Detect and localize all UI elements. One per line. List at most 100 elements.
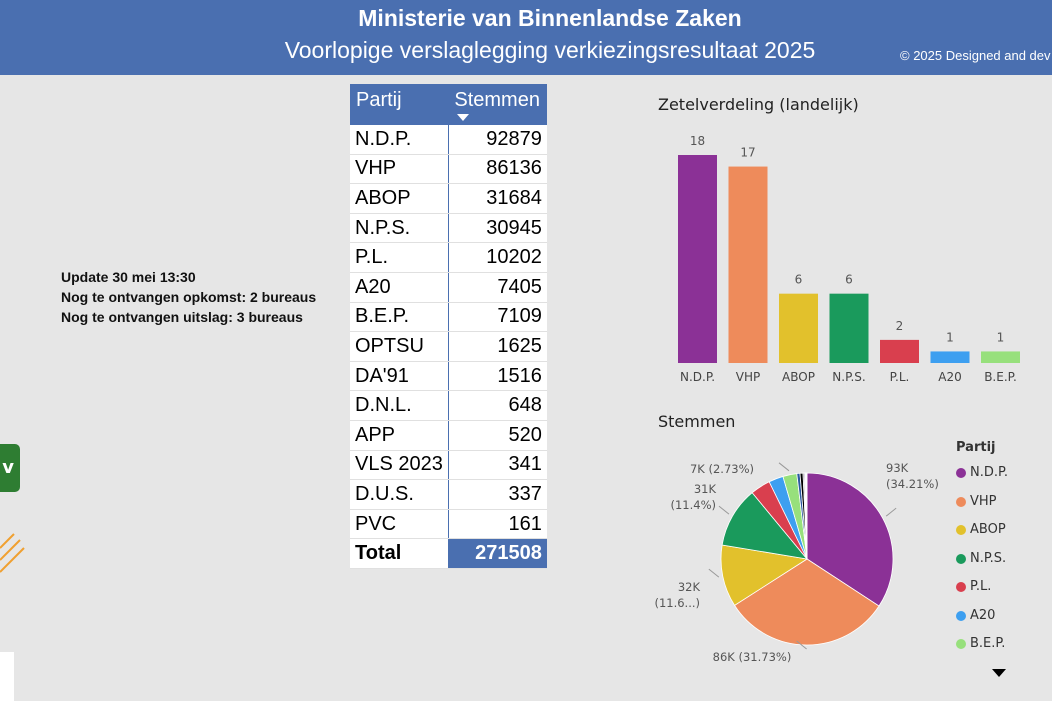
table-row[interactable]: P.L. 10202 (350, 242, 547, 273)
table-row[interactable]: D.U.S. 337 (350, 479, 547, 510)
votes-cell: 86136 (448, 154, 547, 185)
table-row[interactable]: D.N.L. 648 (350, 390, 547, 421)
bar-data-label: 2 (896, 319, 904, 333)
total-row: Total 271508 (350, 538, 547, 569)
update-info: Update 30 mei 13:30 Nog te ontvangen opk… (61, 267, 316, 327)
x-tick-label: ABOP (782, 370, 815, 384)
legend-item[interactable]: N.D.P. (956, 465, 1008, 494)
party-cell: APP (350, 420, 449, 451)
legend-dot-icon (956, 496, 966, 507)
votes-cell: 10202 (448, 242, 547, 273)
party-cell: DA'91 (350, 361, 449, 392)
results-table: Partij Stemmen N.D.P. 92879 VHP 86136 ABOP 31… (350, 84, 547, 569)
table-row[interactable]: N.P.S. 30945 (350, 213, 547, 244)
white-panel (0, 652, 14, 701)
legend-label: N.P.S. (970, 550, 1007, 566)
party-cell: ABOP (350, 183, 449, 214)
table-row[interactable]: N.D.P. 92879 (350, 125, 547, 155)
table-row[interactable]: B.E.P. 7109 (350, 302, 547, 333)
legend-item[interactable]: ABOP (956, 522, 1008, 551)
legend-item[interactable]: N.P.S. (956, 551, 1008, 580)
legend-scroll-down-icon[interactable] (992, 669, 1006, 677)
pie-slice-abop[interactable] (720, 544, 809, 606)
party-cell: D.N.L. (350, 390, 449, 421)
table-row[interactable]: VLS 2023 341 (350, 450, 547, 481)
legend-item[interactable]: B.E.P. (956, 636, 1008, 665)
x-tick-label: P.L. (890, 370, 910, 384)
table-row[interactable]: ABOP 31684 (350, 183, 547, 214)
decorative-stripes (0, 533, 25, 573)
column-votes-label: Stemmen (454, 89, 540, 111)
votes-cell: 337 (448, 479, 547, 510)
column-header-votes[interactable]: Stemmen (448, 84, 547, 125)
votes-cell: 1625 (448, 331, 547, 362)
table-row[interactable]: VHP 86136 (350, 154, 547, 185)
votes-cell: 520 (448, 420, 547, 451)
table-row[interactable]: OPTSU 1625 (350, 331, 547, 362)
bar-pl[interactable] (880, 339, 919, 363)
bar-a20[interactable] (930, 351, 970, 363)
party-cell: P.L. (350, 242, 449, 273)
bar-nps[interactable] (829, 293, 869, 363)
x-tick-label: N.D.P. (680, 370, 715, 384)
legend-label: P.L. (970, 579, 992, 594)
leader-line (708, 568, 720, 578)
pie-legend: Partij N.D.P. VHP ABOP N.P.S. P.L. A20 B.E.P. (956, 440, 1008, 665)
legend-dot-icon (956, 610, 966, 621)
legend-dot-icon (956, 468, 966, 478)
votes-cell: 30945 (448, 213, 547, 244)
votes-cell: 648 (448, 390, 547, 421)
legend-dot-icon (956, 553, 966, 564)
pie-data-label: 32K (678, 580, 701, 594)
bar-data-label: 1 (997, 330, 1005, 344)
bar-ndp[interactable] (678, 155, 717, 363)
side-nav-button[interactable]: v (0, 444, 20, 492)
seat-chart-title: Zetelverdeling (landelijk) (658, 95, 859, 114)
leader-line (718, 505, 730, 515)
votes-cell: 7109 (448, 302, 547, 333)
bar-bep[interactable] (981, 351, 1020, 363)
legend-item[interactable]: VHP (956, 494, 1008, 523)
sort-descending-icon (457, 114, 470, 121)
legend-dot-icon (956, 525, 966, 535)
votes-pie-chart: 93K (34.21%) 86K (31.73%) 32K (11.6...) 31K (1… (654, 461, 938, 664)
votes-cell: 7405 (448, 272, 547, 303)
bar-vhp[interactable] (728, 166, 768, 363)
pie-data-label: (11.4%) (670, 498, 716, 512)
legend-label: A20 (970, 607, 996, 623)
pie-slice-vhp[interactable] (734, 558, 880, 646)
report-subtitle: Voorlopige verslaglegging verkiezingsres… (284, 37, 816, 63)
bar-data-label: 6 (845, 273, 853, 287)
pie-data-label: 86K (31.73%) (713, 650, 792, 664)
party-cell: N.P.S. (350, 213, 449, 244)
votes-cell: 31684 (448, 183, 547, 214)
votes-cell: 161 (448, 509, 547, 540)
x-tick-label: B.E.P. (984, 370, 1017, 384)
leader-line (778, 462, 790, 472)
table-row[interactable]: APP 520 (350, 420, 547, 451)
pie-data-label: (11.6...) (654, 596, 700, 610)
seat-distribution-chart: 18 N.D.P. 17 VHP 6 ABOP 6 N.P.S. 2 P.L. 1 A20 1 B.E.P… (678, 134, 1020, 384)
table-row[interactable]: A20 7405 (350, 272, 547, 303)
pie-data-label: 7K (2.73%) (690, 462, 754, 476)
party-cell: N.D.P. (350, 125, 449, 155)
legend-dot-icon (956, 639, 966, 649)
bar-data-label: 17 (740, 146, 755, 160)
leader-line (796, 640, 807, 650)
legend-item[interactable]: A20 (956, 608, 1008, 637)
x-tick-label: VHP (736, 370, 760, 384)
column-header-party[interactable]: Partij (350, 84, 449, 125)
legend-item[interactable]: P.L. (956, 579, 1008, 608)
party-cell: OPTSU (350, 331, 449, 362)
party-cell: VLS 2023 (350, 450, 449, 481)
votes-chart-title: Stemmen (658, 412, 736, 431)
total-label: Total (350, 538, 449, 569)
votes-cell: 1516 (448, 361, 547, 392)
legend-label: N.D.P. (970, 465, 1008, 480)
bar-abop[interactable] (779, 293, 818, 363)
table-row[interactable]: PVC 161 (350, 509, 547, 540)
bar-data-label: 6 (795, 273, 803, 287)
table-row[interactable]: DA'91 1516 (350, 361, 547, 392)
party-cell: D.U.S. (350, 479, 449, 510)
pie-data-label: 31K (694, 482, 717, 496)
